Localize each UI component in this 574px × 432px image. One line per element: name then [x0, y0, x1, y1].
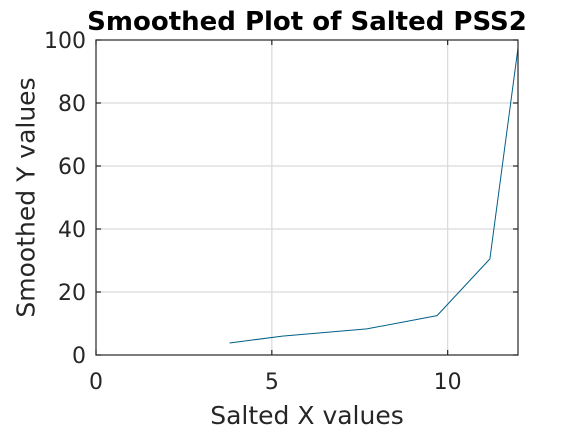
- plot-area: [96, 40, 518, 355]
- x-tick-label: 5: [265, 370, 279, 395]
- x-tick-label: 0: [89, 370, 103, 395]
- x-tick-label: 10: [434, 370, 462, 395]
- tick-marks: [95, 39, 518, 356]
- y-tick-label: 0: [72, 344, 86, 369]
- series-layer: [229, 47, 519, 344]
- y-tick-label: 100: [44, 29, 86, 54]
- y-axis-label: Smoothed Y values: [12, 77, 41, 317]
- y-tick-label: 60: [58, 155, 86, 180]
- series-line: [229, 47, 519, 344]
- y-tick-label: 80: [58, 92, 86, 117]
- grid-lines: [96, 40, 518, 355]
- y-tick-label: 20: [58, 281, 86, 306]
- x-axis-label: Salted X values: [210, 401, 404, 430]
- plot-frame: [95, 39, 519, 356]
- chart-title: Smoothed Plot of Salted PSS2: [87, 7, 527, 37]
- y-tick-label: 40: [58, 218, 86, 243]
